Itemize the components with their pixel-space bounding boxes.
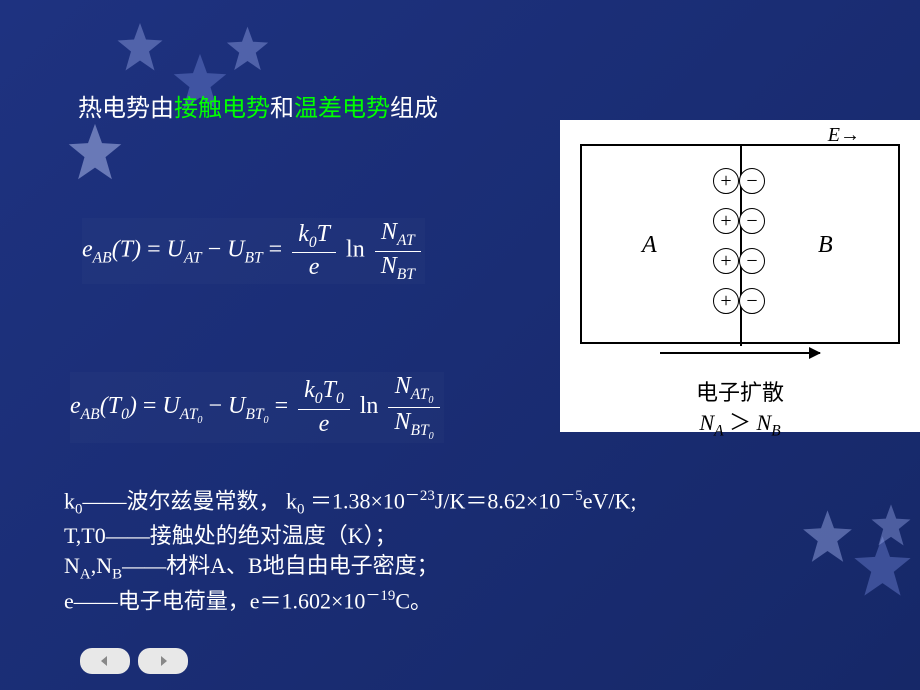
star-decoration (845, 530, 920, 605)
definition-e: e——电子电荷量，e＝1.602×10－19C。 (64, 586, 637, 617)
title-term2: 温差电势 (294, 96, 390, 122)
star-decoration (60, 118, 130, 188)
definitions-block: k0——波尔兹曼常数， k0 ＝1.38×10－23J/K＝8.62×10－5e… (64, 486, 637, 617)
formula-eab-t: eAB(T) = UAT − UBT = k0T e ln NAT NBT (82, 218, 425, 284)
next-icon (155, 654, 171, 668)
charge-minus-icon: − (739, 248, 765, 274)
charge-row: + − (713, 288, 765, 314)
charge-row: + − (713, 168, 765, 194)
star-decoration (865, 500, 917, 552)
title-post: 组成 (390, 96, 438, 122)
charge-plus-icon: + (713, 288, 739, 314)
diagram-label-a: A (642, 232, 657, 259)
nav-buttons (80, 648, 188, 674)
electron-diffusion-diagram: E→ A B + − + − + − + − 电子扩散 NA ＞ NB (560, 120, 920, 432)
charge-plus-icon: + (713, 248, 739, 274)
charge-row: + − (713, 208, 765, 234)
diffusion-inequality: NA ＞ NB (560, 405, 920, 440)
diagram-label-b: B (818, 232, 833, 259)
diagram-box: A B + − + − + − + − (580, 144, 900, 344)
star-decoration (110, 18, 170, 78)
charge-minus-icon: − (739, 288, 765, 314)
title-mid: 和 (270, 96, 294, 122)
charge-row: + − (713, 248, 765, 274)
star-decoration (795, 505, 860, 570)
title-pre: 热电势由 (78, 96, 174, 122)
charge-minus-icon: − (739, 208, 765, 234)
diffusion-arrow-icon (660, 352, 820, 354)
charge-minus-icon: − (739, 168, 765, 194)
title-term1: 接触电势 (174, 96, 270, 122)
definition-n: NA,NB——材料A、B地自由电子密度； (64, 551, 637, 585)
prev-icon (97, 654, 113, 668)
formula-eab-t0: eAB(T0) = UAT0 − UBT0 = k0T0 e ln NAT0 N… (70, 372, 444, 443)
definition-t: T,T0——接触处的绝对温度（K）； (64, 521, 637, 552)
next-button[interactable] (138, 648, 188, 674)
diffusion-text: 电子扩散 (560, 375, 920, 407)
charge-plus-icon: + (713, 208, 739, 234)
charge-plus-icon: + (713, 168, 739, 194)
prev-button[interactable] (80, 648, 130, 674)
title-line: 热电势由接触电势和温差电势组成 (78, 88, 438, 123)
star-decoration (220, 22, 275, 77)
definition-k0: k0——波尔兹曼常数， k0 ＝1.38×10－23J/K＝8.62×10－5e… (64, 486, 637, 521)
